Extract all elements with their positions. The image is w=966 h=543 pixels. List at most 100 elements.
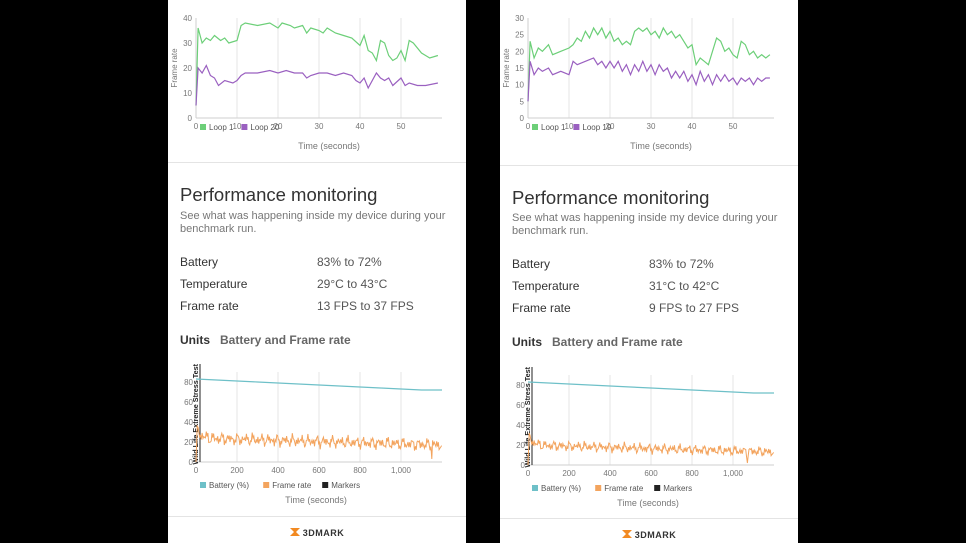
stat-value: 9 FPS to 27 FPS — [649, 301, 740, 315]
x-tick-label: 20 — [606, 122, 615, 131]
stat-value: 83% to 72% — [317, 255, 382, 269]
3dmark-logo-icon — [621, 530, 632, 538]
x-tick-label: 30 — [647, 122, 656, 131]
x-tick-label: 0 — [526, 469, 531, 478]
marker-label: Wild Life Extreme Stress Test — [523, 366, 532, 467]
stat-label: Battery — [512, 257, 551, 271]
3dmark-logo-icon — [289, 528, 300, 536]
legend-label[interactable]: Loop 1 — [541, 123, 566, 132]
performance-monitoring-title: Performance monitoring — [180, 184, 378, 205]
y-tick-label: 40 — [184, 418, 193, 427]
y-tick-label: 0 — [520, 114, 525, 123]
x-axis-label: Time (seconds) — [298, 141, 360, 151]
x-tick-label: 0 — [194, 122, 199, 131]
legend-swatch — [654, 485, 661, 491]
footer-divider — [500, 518, 798, 519]
legend-swatch — [532, 485, 538, 491]
stat-label: Battery — [180, 255, 219, 269]
performance-monitoring-title: Performance monitoring — [512, 187, 710, 208]
stat-label: Frame rate — [180, 299, 239, 313]
y-axis-label: Frame rate — [502, 48, 511, 88]
series-line-2 — [527, 57, 770, 102]
marker-label: Wild Life Extreme Stress Test — [191, 363, 200, 464]
tab-battery-and-frame-rate[interactable]: Battery and Frame rate — [552, 335, 683, 349]
brand-name: 3DMARK — [302, 528, 345, 538]
y-tick-label: 20 — [183, 64, 192, 73]
stat-label: Temperature — [180, 277, 248, 291]
x-tick-label: 50 — [397, 122, 406, 131]
tab-battery-and-frame-rate[interactable]: Battery and Frame rate — [220, 333, 351, 347]
y-tick-label: 15 — [515, 64, 524, 73]
legend-swatch — [573, 124, 580, 130]
x-tick-label: 200 — [562, 469, 576, 478]
x-axis-label: Time (seconds) — [630, 141, 692, 151]
x-tick-label: 600 — [644, 469, 658, 478]
units-label: Units — [512, 335, 542, 349]
x-tick-label: 800 — [685, 469, 699, 478]
brand-footer: 3DMARK — [500, 529, 798, 540]
legend-label[interactable]: Battery (%) — [541, 484, 581, 493]
y-tick-label: 20 — [515, 47, 524, 56]
y-tick-label: 30 — [183, 39, 192, 48]
x-tick-label: 1,000 — [391, 466, 412, 475]
section-divider — [168, 162, 466, 163]
legend-label[interactable]: Markers — [331, 481, 360, 490]
legend-swatch — [595, 485, 602, 491]
stat-value: 31°C to 42°C — [649, 279, 720, 293]
y-tick-label: 20 — [516, 441, 525, 450]
series-line-1 — [195, 22, 439, 106]
y-tick-label: 40 — [183, 14, 192, 23]
y-tick-label: 40 — [516, 421, 525, 430]
legend-swatch — [200, 482, 206, 488]
x-tick-label: 30 — [315, 122, 324, 131]
brand-footer: 3DMARK — [168, 527, 466, 538]
x-tick-label: 50 — [729, 122, 738, 131]
legend-swatch — [263, 482, 270, 488]
legend-label[interactable]: Markers — [663, 484, 692, 493]
section-divider — [500, 165, 798, 166]
legend-label[interactable]: Loop 1 — [209, 123, 234, 132]
x-tick-label: 10 — [233, 122, 242, 131]
stat-label: Frame rate — [512, 301, 571, 315]
x-tick-label: 0 — [526, 122, 531, 131]
stat-value: 83% to 72% — [649, 257, 714, 271]
performance-monitoring-description: See what was happening inside my device … — [512, 212, 778, 237]
y-tick-label: 10 — [515, 81, 524, 90]
x-tick-label: 1,000 — [723, 469, 744, 478]
brand-name: 3DMARK — [634, 530, 677, 540]
y-tick-label: 80 — [184, 378, 193, 387]
frame-rate-line — [195, 424, 443, 463]
legend-label[interactable]: Battery (%) — [209, 481, 249, 490]
x-tick-label: 10 — [565, 122, 574, 131]
y-tick-label: 5 — [520, 97, 525, 106]
battery-line — [195, 378, 442, 391]
legend-swatch — [241, 124, 248, 130]
y-tick-label: 0 — [521, 461, 526, 470]
legend-label[interactable]: Loop 20 — [250, 123, 279, 132]
x-tick-label: 0 — [194, 466, 199, 475]
x-tick-label: 400 — [603, 469, 617, 478]
y-tick-label: 0 — [188, 114, 193, 123]
y-tick-label: 0 — [189, 458, 194, 467]
y-tick-label: 30 — [515, 14, 524, 23]
x-tick-label: 200 — [230, 466, 244, 475]
x-tick-label: 800 — [353, 466, 367, 475]
y-tick-label: 80 — [516, 381, 525, 390]
footer-divider — [168, 516, 466, 517]
y-tick-label: 20 — [184, 438, 193, 447]
result-panel-left: 40 30 20 10 0 0 10 20 30 40 50 Frame rate Loop 1 Loop… — [168, 0, 466, 543]
legend-label[interactable]: Loop 19 — [582, 123, 611, 132]
x-tick-label: 400 — [271, 466, 285, 475]
legend-swatch — [322, 482, 329, 488]
stat-value: 13 FPS to 37 FPS — [317, 299, 414, 313]
x-tick-label: 600 — [312, 466, 326, 475]
legend-label[interactable]: Frame rate — [272, 481, 312, 490]
x-axis-label: Time (seconds) — [617, 498, 679, 508]
legend-swatch — [200, 124, 206, 130]
frame-rate-line — [527, 432, 775, 466]
performance-monitoring-description: See what was happening inside my device … — [180, 210, 446, 235]
legend-label[interactable]: Frame rate — [604, 484, 644, 493]
battery-line — [527, 381, 774, 394]
stat-value: 29°C to 43°C — [317, 277, 388, 291]
